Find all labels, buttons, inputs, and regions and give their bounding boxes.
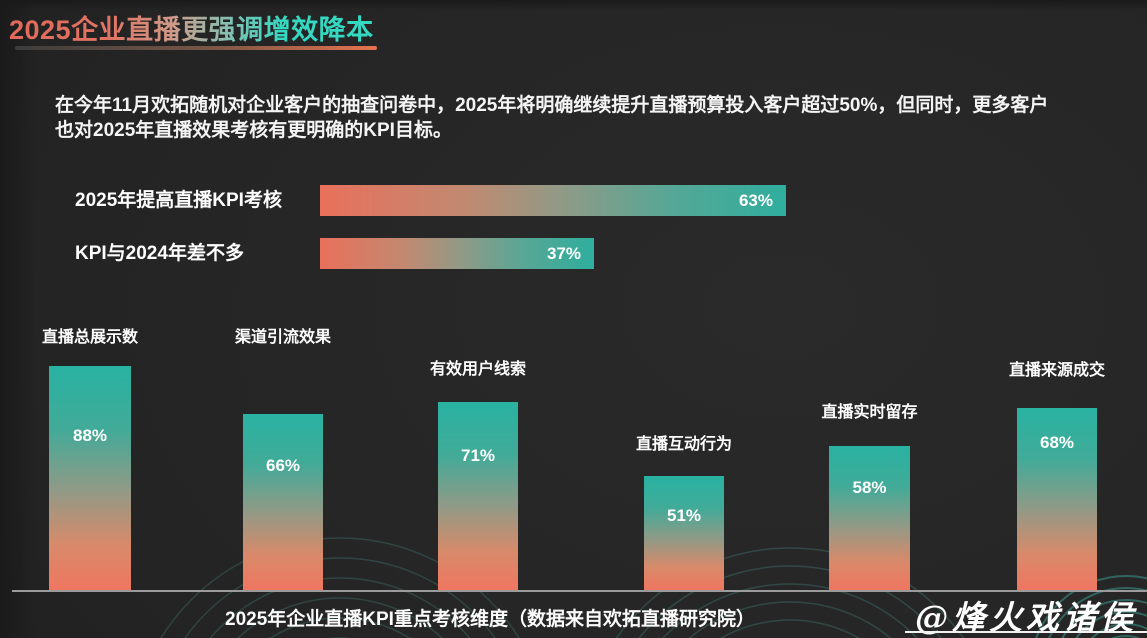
edge-shade-left bbox=[0, 0, 36, 638]
vbar-category-label: 渠道引流效果 bbox=[234, 329, 332, 346]
intro-paragraph: 在今年11月欢拓随机对企业客户的抽查问卷中，2025年将明确继续提升直播预算投入… bbox=[55, 93, 1115, 143]
watermark-underline bbox=[905, 631, 1147, 633]
vbar: 51% bbox=[644, 476, 724, 590]
title-underline bbox=[15, 46, 377, 50]
chart-baseline bbox=[12, 590, 1147, 592]
vbar-category-label: 直播实时留存 bbox=[821, 404, 918, 421]
chart-caption: 2025年企业直播KPI重点考核维度（数据来自欢拓直播研究院） bbox=[225, 609, 755, 630]
page-title: 2025企业直播更强调增效降本 bbox=[9, 8, 374, 47]
vbar-value-label: 68% bbox=[1039, 433, 1075, 452]
vbar-value-label: 58% bbox=[852, 478, 887, 497]
vbar-value-label: 66% bbox=[265, 456, 301, 475]
hbar-value-label: 63% bbox=[738, 190, 773, 210]
vbar-category-label: 直播互动行为 bbox=[635, 436, 733, 453]
watermark: @烽火戏诸侯 bbox=[915, 598, 1137, 637]
hbar-fill: 63% bbox=[320, 185, 786, 216]
hbar-fill: 37% bbox=[320, 238, 594, 269]
vbar-value-label: 88% bbox=[72, 426, 108, 445]
hbar-category-label: 2025年提高直播KPI考核 bbox=[75, 190, 282, 211]
vbar-category-label: 直播来源成交 bbox=[1008, 362, 1106, 379]
vbar-category-label: 有效用户线索 bbox=[429, 361, 527, 378]
vbar: 68% bbox=[1017, 408, 1097, 590]
intro-line-2: 也对2025年直播效果考核有更明确的KPI目标。 bbox=[55, 120, 452, 141]
hbar-value-label: 37% bbox=[546, 243, 581, 263]
vbar-value-label: 71% bbox=[460, 446, 496, 465]
intro-line-1: 在今年11月欢拓随机对企业客户的抽查问卷中，2025年将明确继续提升直播预算投入… bbox=[55, 95, 1049, 116]
vbar: 58% bbox=[829, 446, 910, 590]
vbar-value-label: 51% bbox=[666, 506, 702, 525]
hbar-category-label: KPI与2024年差不多 bbox=[75, 243, 244, 264]
vbar: 66% bbox=[243, 414, 323, 590]
vbar: 71% bbox=[438, 402, 518, 590]
vbar-category-label: 直播总展示数 bbox=[41, 329, 139, 346]
edge-shade-top bbox=[0, 0, 1147, 10]
vbar: 88% bbox=[49, 366, 131, 590]
